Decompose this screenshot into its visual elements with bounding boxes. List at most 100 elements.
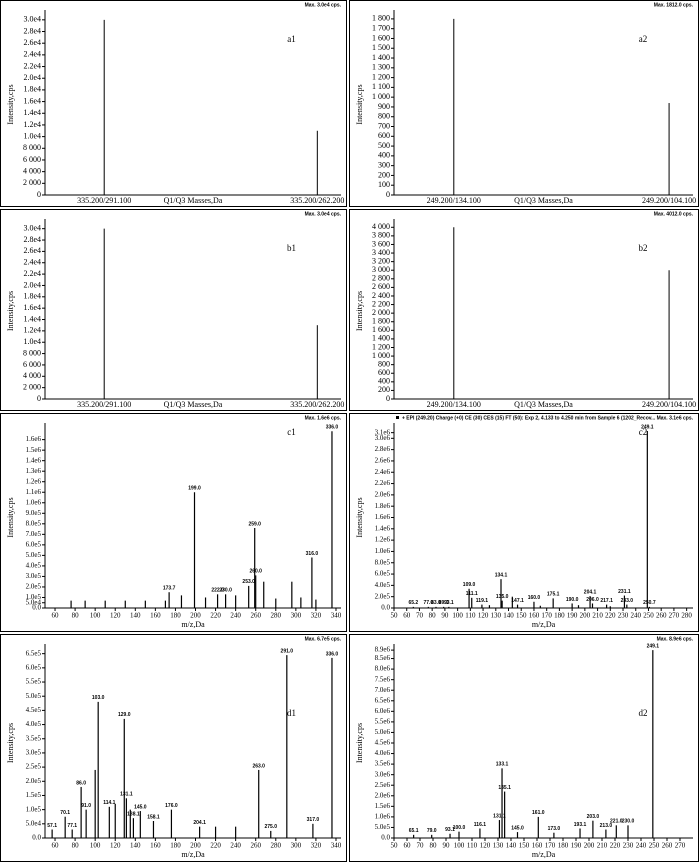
y-tick-label: 1 200 <box>372 72 390 81</box>
x-tick-label: 170 <box>541 612 552 620</box>
y-tick-label: 3.0e6 <box>375 770 391 778</box>
x-tick-label: 60 <box>52 842 60 850</box>
peak-label: 133.1 <box>496 762 509 768</box>
y-tick-label: 8 000 <box>23 143 41 152</box>
y-tick-label: 1.5e6 <box>26 446 42 454</box>
x-tick-label: 110 <box>465 612 476 620</box>
peak-label: 138.1 <box>127 811 140 817</box>
x-tick-label: 220 <box>610 842 621 850</box>
y-tick-label: 100 <box>378 180 390 189</box>
y-tick-label: 7.0e6 <box>375 686 391 694</box>
x-tick-label: 180 <box>170 842 181 850</box>
x-axis-label: m/z,Da <box>532 850 556 859</box>
peak-label: 57.1 <box>47 823 57 829</box>
x-tick-label: 90 <box>443 842 451 850</box>
y-tick-label: 3 800 <box>372 231 390 240</box>
x-tick-label: 80 <box>430 842 438 850</box>
y-tick-label: 1 400 <box>372 53 390 62</box>
y-tick-label: 1.0e4 <box>23 131 41 140</box>
peak-label: 79.0 <box>427 828 437 834</box>
y-tick-label: 1.2e6 <box>26 477 42 485</box>
y-tick-label: 3.5e5 <box>26 734 42 742</box>
x-tick-label: 200 <box>584 842 595 850</box>
y-tick-label: 3.0e4 <box>23 224 41 233</box>
x-tick-label: 160 <box>529 612 540 620</box>
y-tick-label: 6.0e5 <box>375 570 391 578</box>
x-tick-label: 80 <box>72 842 80 850</box>
y-tick-label: 1 000 <box>372 351 390 360</box>
x-tick-label: 120 <box>480 842 491 850</box>
peak-label: 103.0 <box>92 695 105 701</box>
peak-label: 221.0 <box>610 819 623 825</box>
x-tick-label: 200 <box>580 612 591 620</box>
y-tick-label: 2.2e4 <box>23 269 41 278</box>
x-tick-label: 270 <box>675 842 686 850</box>
panel-border <box>349 634 699 862</box>
y-tick-label: 9.0e5 <box>26 509 42 517</box>
y-tick-label: 0.0 <box>32 834 41 842</box>
panel-label: d2 <box>639 708 648 718</box>
y-tick-label: 1.6e4 <box>23 303 41 312</box>
panel-border <box>0 209 347 411</box>
y-tick-label: 6 000 <box>23 155 41 164</box>
x-tick-label: 335.200/262.200 <box>290 400 344 409</box>
y-tick-label: 1 200 <box>372 342 390 351</box>
peak-label: 230.0 <box>219 588 232 594</box>
header: Max. 8.9e6 cps. <box>657 636 694 642</box>
y-tick-label: 4 000 <box>372 222 390 231</box>
y-tick-label: 6.0e6 <box>375 707 391 715</box>
y-tick-label: 1.8e4 <box>23 292 41 301</box>
peak-label: 230.0 <box>622 819 635 825</box>
y-tick-label: 2.8e6 <box>375 445 391 453</box>
x-tick-label: 100 <box>90 842 101 850</box>
x-tick-label: 70 <box>417 842 425 850</box>
y-tick-label: 2.0e6 <box>375 490 391 498</box>
x-tick-label: 270 <box>669 612 680 620</box>
panel-border <box>0 0 347 207</box>
x-tick-label: 230 <box>623 842 634 850</box>
y-tick-label: 700 <box>378 121 390 130</box>
x-tick-label: 180 <box>558 842 569 850</box>
peak-label: 260.0 <box>249 569 262 575</box>
y-tick-label: 1 500 <box>372 43 390 52</box>
x-tick-label: 210 <box>592 612 603 620</box>
peak-label: 316.0 <box>306 551 319 557</box>
y-tick-label: 3 200 <box>372 256 390 265</box>
y-tick-label: 8.0e5 <box>26 519 42 527</box>
y-tick-label: 5.0e5 <box>375 823 391 831</box>
header: Max. 1812.0 cps. <box>654 2 694 8</box>
y-tick-label: 1.6e6 <box>26 435 42 443</box>
peak-label: 77.1 <box>67 823 77 829</box>
x-tick-label: 70 <box>416 612 424 620</box>
peak-label: 70.1 <box>60 810 70 816</box>
x-tick-label: 249.200/104.100 <box>642 196 696 205</box>
y-tick-label: 1.4e4 <box>23 108 41 117</box>
peak-label: 233.0 <box>621 598 634 604</box>
y-tick-label: 3 400 <box>372 248 390 257</box>
peak-label: 91.0 <box>81 803 91 809</box>
y-axis-label: Intensity,cps <box>355 497 364 537</box>
peak-label: 204.1 <box>584 589 597 595</box>
peak-label: 173.0 <box>548 826 561 832</box>
x-tick-label: 140 <box>130 612 141 620</box>
y-tick-label: 6.0e5 <box>26 540 42 548</box>
y-axis-label: Intensity,cps <box>355 291 364 331</box>
panel-label: d1 <box>287 708 296 718</box>
y-tick-label: 8.0e5 <box>375 558 391 566</box>
y-tick-label: 3.0e6 <box>375 434 391 442</box>
x-tick-label: 180 <box>170 612 181 620</box>
peak-label: 134.1 <box>495 572 508 578</box>
x-tick-label: 150 <box>516 612 527 620</box>
x-tick-label: 210 <box>597 842 608 850</box>
y-tick-label: 1.1e6 <box>26 488 42 496</box>
y-tick-label: 6.5e5 <box>26 649 42 657</box>
peak-label: 203.0 <box>587 814 600 820</box>
x-tick-label: 300 <box>291 612 302 620</box>
y-tick-label: 4 000 <box>23 371 41 380</box>
peak-label: 158.1 <box>147 814 160 820</box>
x-tick-label: 190 <box>571 842 582 850</box>
y-tick-label: 300 <box>378 160 390 169</box>
x-axis-label: m/z,Da <box>181 620 205 629</box>
x-tick-label: 90 <box>441 612 449 620</box>
x-tick-label: 249.200/134.100 <box>427 196 481 205</box>
